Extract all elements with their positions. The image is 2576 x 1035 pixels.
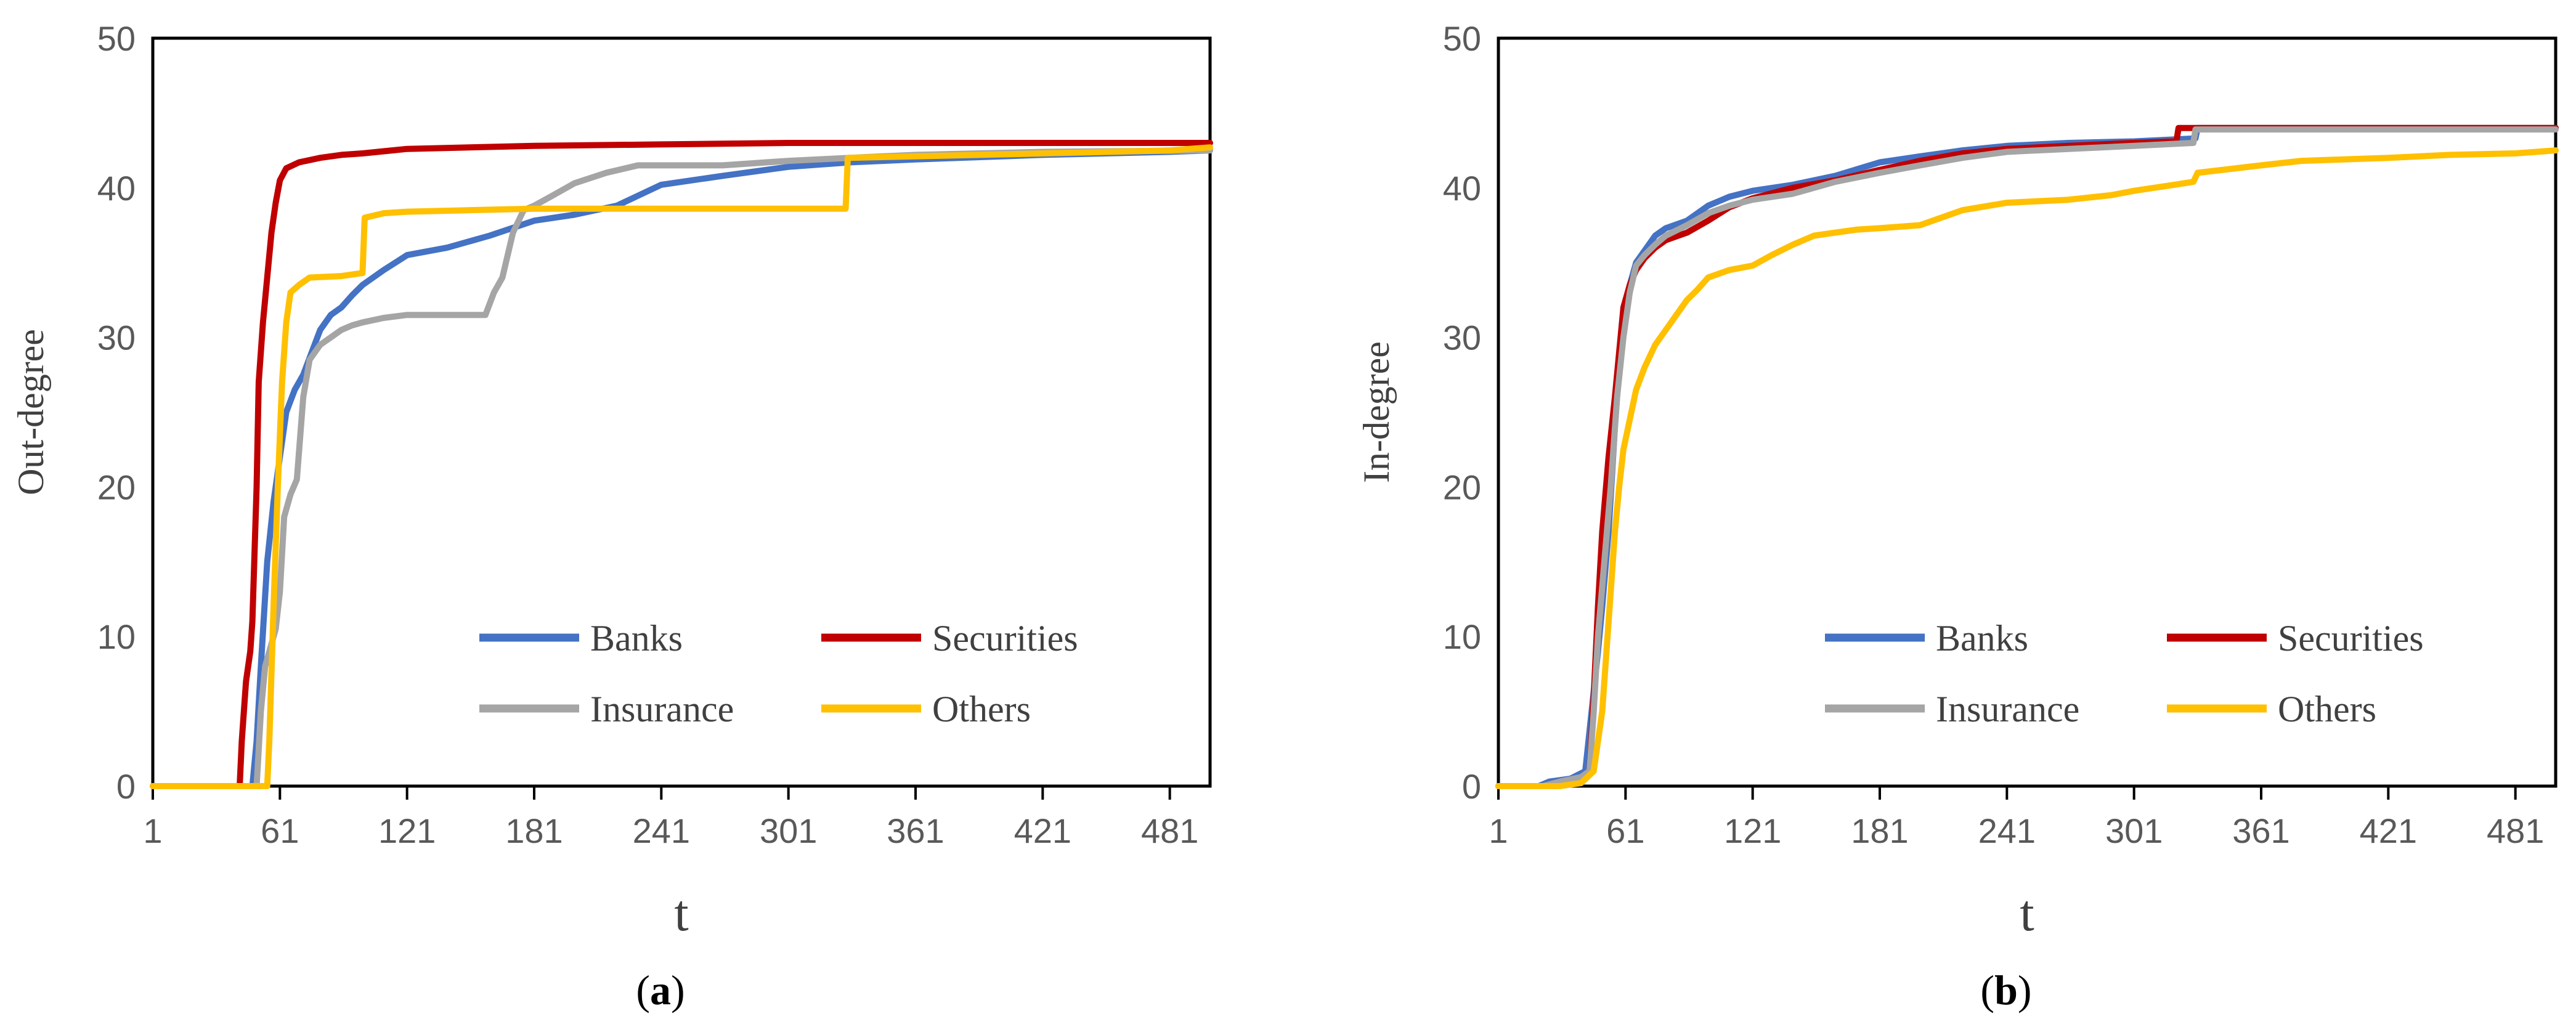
series-line-others <box>1495 147 2559 789</box>
legend-label-insurance-b: Insurance <box>1936 689 2079 729</box>
x-tick-label: 481 <box>2487 811 2544 850</box>
legend-label-securities-a: Securities <box>932 618 1078 659</box>
x-axis-b: 1 61 121 181 241 301 361 421 481 <box>1489 786 2544 850</box>
y-tick-label: 30 <box>1443 319 1481 357</box>
x-tick-label: 361 <box>887 811 944 850</box>
legend-label-others-b: Others <box>2278 689 2376 729</box>
x-tick-label: 421 <box>1014 811 1071 850</box>
x-tick-label: 121 <box>1724 811 1781 850</box>
caption-b: (b) <box>1980 967 2031 1013</box>
legend-label-securities-b: Securities <box>2278 618 2424 659</box>
y-tick-label: 50 <box>97 19 136 58</box>
y-axis-label-b: In-degree <box>1356 341 1397 483</box>
y-axis-label-a: Out-degree <box>10 329 51 495</box>
y-axis-b: 0 10 20 30 40 50 <box>1443 19 1481 806</box>
legend-label-banks-a: Banks <box>590 618 683 659</box>
legend-a: Banks Securities Insurance Others <box>479 618 1078 729</box>
x-tick-label: 121 <box>378 811 436 850</box>
y-tick-label: 30 <box>97 319 136 357</box>
x-tick-label: 1 <box>143 811 162 850</box>
x-tick-label: 181 <box>1851 811 1908 850</box>
y-tick-label: 20 <box>97 468 136 506</box>
y-tick-label: 40 <box>97 169 136 208</box>
series-lines-a <box>150 140 1213 789</box>
series-line-securities <box>150 140 1213 789</box>
x-axis-label-a: t <box>674 885 688 942</box>
x-tick-label: 361 <box>2232 811 2290 850</box>
x-axis-a: 1 61 121 181 241 301 361 421 481 <box>143 786 1198 850</box>
series-lines-b <box>1495 124 2559 789</box>
y-tick-label: 10 <box>97 617 136 656</box>
panel-a: 0 10 20 30 40 50 1 61 121 181 241 301 361 421 481 Out… <box>10 19 1213 1013</box>
legend-label-others-a: Others <box>932 689 1031 729</box>
x-tick-label: 481 <box>1141 811 1198 850</box>
x-axis-label-b: t <box>2020 885 2034 942</box>
plot-area-b <box>1497 36 2558 788</box>
y-tick-label: 10 <box>1443 617 1481 656</box>
y-tick-label: 40 <box>1443 169 1481 208</box>
x-tick-label: 301 <box>2105 811 2163 850</box>
y-tick-label: 50 <box>1443 19 1481 58</box>
x-tick-label: 61 <box>261 811 299 850</box>
x-tick-label: 421 <box>2360 811 2417 850</box>
series-line-others <box>150 144 1213 789</box>
series-line-insurance <box>150 147 1213 789</box>
legend-b: Banks Securities Insurance Others <box>1825 618 2424 729</box>
legend-label-banks-b: Banks <box>1936 618 2028 659</box>
y-tick-label: 0 <box>1462 767 1481 806</box>
legend-label-insurance-a: Insurance <box>590 689 734 729</box>
x-tick-label: 301 <box>760 811 817 850</box>
x-tick-label: 241 <box>633 811 690 850</box>
y-axis-a: 0 10 20 30 40 50 <box>97 19 136 806</box>
y-tick-label: 0 <box>116 767 136 806</box>
x-tick-label: 61 <box>1606 811 1644 850</box>
caption-a: (a) <box>636 967 685 1013</box>
x-tick-label: 1 <box>1489 811 1508 850</box>
x-tick-label: 181 <box>505 811 563 850</box>
series-line-banks <box>150 147 1213 789</box>
y-tick-label: 20 <box>1443 468 1481 506</box>
x-tick-label: 241 <box>1978 811 2036 850</box>
series-line-insurance <box>1495 126 2559 789</box>
panel-b: 0 10 20 30 40 50 1 61 121 181 241 301 361 421 481 In-… <box>1356 19 2559 1013</box>
